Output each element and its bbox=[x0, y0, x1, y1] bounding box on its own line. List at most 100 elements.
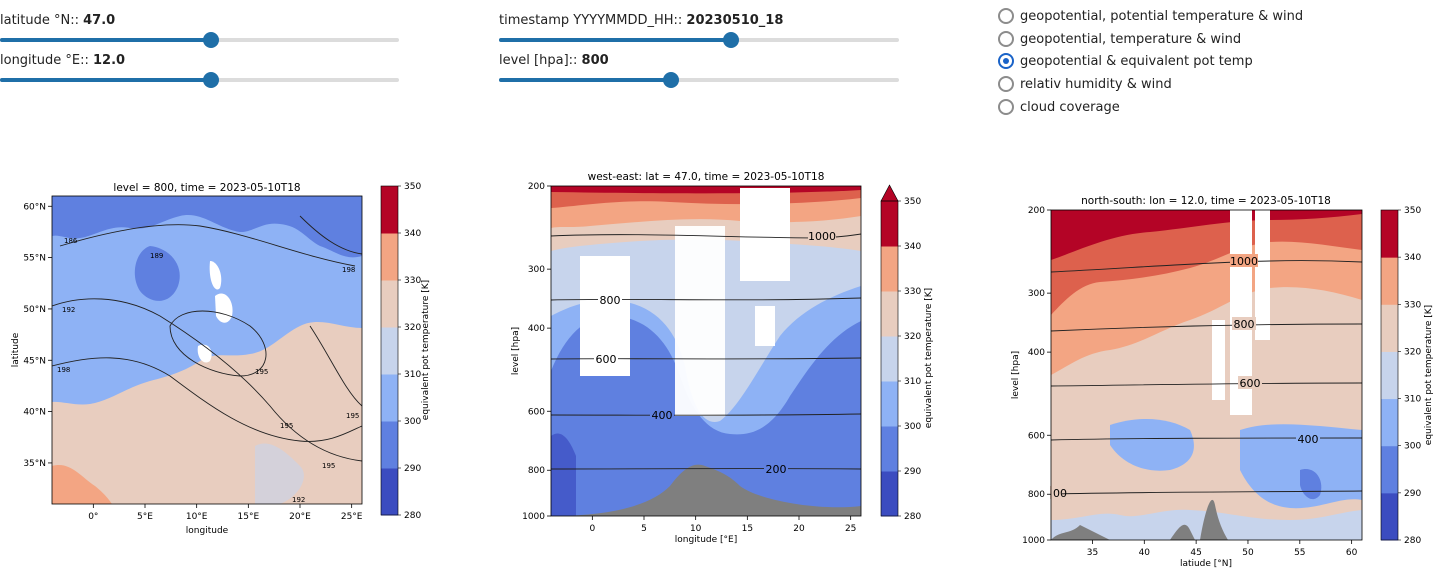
contour-labels: 1000 800 600 400 00 bbox=[1050, 254, 1320, 500]
colorbar-label: equivalent pot temperature [K] bbox=[1424, 305, 1434, 445]
colorbar-tick-label: 340 bbox=[404, 229, 421, 239]
y-tick-label: 1000 bbox=[1022, 536, 1045, 546]
colorbar-tick-label: 320 bbox=[404, 323, 421, 333]
colorbar-tick-label: 280 bbox=[404, 511, 421, 521]
contour-label: 192 bbox=[62, 306, 75, 314]
slider-fill bbox=[499, 78, 671, 82]
y-tick-label: 60°N bbox=[23, 202, 46, 212]
radio-option[interactable]: cloud coverage bbox=[998, 96, 1120, 118]
section-fill bbox=[1051, 210, 1362, 540]
pressure-contours bbox=[1050, 260, 1363, 495]
slider-handle[interactable] bbox=[663, 72, 679, 88]
colorbar-tick-label: 350 bbox=[1404, 206, 1421, 216]
colorbar-segment bbox=[1381, 304, 1398, 352]
radio-option[interactable]: geopotential, temperature & wind bbox=[998, 28, 1241, 50]
colorbar-segment bbox=[381, 186, 398, 234]
slider-track[interactable] bbox=[499, 32, 899, 48]
slider-track[interactable] bbox=[0, 32, 399, 48]
chart-title: level = 800, time = 2023-05-10T18 bbox=[113, 182, 300, 194]
slider-handle[interactable] bbox=[203, 32, 220, 48]
pressure-contours bbox=[550, 233, 862, 470]
colorbar-tick-label: 280 bbox=[1404, 536, 1421, 546]
radio-button[interactable] bbox=[998, 53, 1014, 69]
x-axis-label: latiude [°N] bbox=[1180, 559, 1232, 569]
slider-label: level [hpa]:: 800 bbox=[499, 53, 609, 68]
contour-label: 400 bbox=[1298, 433, 1319, 446]
y-tick-label: 800 bbox=[1028, 490, 1045, 500]
colorbar-segment bbox=[381, 374, 398, 422]
axes-frame bbox=[550, 185, 862, 517]
contour-labels: 1000 800 600 400 200 bbox=[594, 229, 836, 476]
y-tick-label: 40°N bbox=[23, 408, 46, 418]
radio-button[interactable] bbox=[998, 99, 1014, 115]
colorbar-frame bbox=[380, 185, 399, 516]
y-tick-label: 200 bbox=[528, 182, 545, 192]
radio-option[interactable]: geopotential & equivalent pot temp bbox=[998, 50, 1253, 72]
colorbar-segment bbox=[881, 291, 898, 337]
radio-button[interactable] bbox=[998, 31, 1014, 47]
slider-fill bbox=[0, 38, 212, 42]
x-tick-label: 35 bbox=[1087, 548, 1098, 558]
colorbar-segment bbox=[381, 327, 398, 375]
colorbar-frame bbox=[1380, 209, 1399, 541]
colorbar-tick-label: 300 bbox=[404, 417, 421, 427]
colorbar: 280 290 300 310 320 330 340 350 bbox=[880, 184, 921, 522]
contour-label: 195 bbox=[322, 462, 335, 470]
colorbar-tick-label: 350 bbox=[404, 182, 421, 192]
slider-handle[interactable] bbox=[203, 72, 220, 88]
north-south-chart: north-south: lon = 12.0, time = 2023-05-… bbox=[1011, 195, 1434, 569]
x-tick-label: 5°E bbox=[137, 512, 153, 522]
contour-label: 1000 bbox=[1230, 255, 1258, 268]
y-axis-label: level [hpa] bbox=[511, 327, 521, 375]
axes-frame bbox=[51, 195, 363, 505]
y-tick-label: 50°N bbox=[23, 305, 46, 315]
slider-handle[interactable] bbox=[723, 32, 739, 48]
x-tick-label: 50 bbox=[1242, 548, 1254, 558]
radio-label: geopotential & equivalent pot temp bbox=[1020, 53, 1253, 69]
colorbar-segment bbox=[381, 468, 398, 516]
contour-label: 198 bbox=[57, 366, 70, 374]
slider-label: longitude °E:: 12.0 bbox=[0, 53, 126, 68]
y-tick-label: 400 bbox=[1028, 348, 1045, 358]
x-tick-label: 40 bbox=[1139, 548, 1151, 558]
colorbar-tick-label: 330 bbox=[404, 276, 421, 286]
x-tick-label: 10°E bbox=[186, 512, 208, 522]
axes-frame bbox=[1050, 209, 1363, 541]
colorbar-tick-label: 330 bbox=[1404, 300, 1421, 310]
slider-track[interactable] bbox=[0, 72, 399, 88]
radio-option[interactable]: geopotential, potential temperature & wi… bbox=[998, 5, 1303, 27]
contour-label: 195 bbox=[255, 368, 268, 376]
x-tick-label: 0 bbox=[589, 524, 595, 534]
slider-label: timestamp YYYYMMDD_HH:: 20230510_18 bbox=[499, 13, 784, 28]
contour-label: 195 bbox=[346, 412, 359, 420]
y-tick-label: 35°N bbox=[23, 459, 46, 469]
x-tick-label: 15°E bbox=[238, 512, 260, 522]
colorbar-tick-label: 300 bbox=[904, 422, 921, 432]
y-tick-label: 600 bbox=[1028, 431, 1045, 441]
contour-label: 186 bbox=[64, 237, 78, 245]
contour-label: 600 bbox=[596, 353, 617, 366]
colorbar-segment bbox=[881, 246, 898, 292]
y-tick-label: 800 bbox=[528, 466, 545, 476]
colorbar-segment bbox=[1381, 257, 1398, 305]
colorbar-label: equivalent pot temperature [K] bbox=[924, 288, 934, 428]
colorbar-segment bbox=[1381, 210, 1398, 258]
axis-ticks: 0 5 10 15 20 25 200 300 400 600 800 1000 bbox=[522, 182, 856, 534]
slider-track[interactable] bbox=[499, 72, 899, 88]
x-axis-label: longitude [°E] bbox=[675, 535, 737, 545]
radio-button[interactable] bbox=[998, 8, 1014, 24]
y-tick-label: 200 bbox=[1028, 206, 1045, 216]
y-tick-label: 300 bbox=[528, 265, 545, 275]
colorbar-segment bbox=[881, 336, 898, 382]
colorbar-tick-label: 320 bbox=[1404, 347, 1421, 357]
contour-label: 195 bbox=[280, 422, 293, 430]
section-fill bbox=[551, 186, 861, 516]
colorbar-tick-label: 330 bbox=[904, 287, 921, 297]
radio-label: geopotential, potential temperature & wi… bbox=[1020, 8, 1304, 24]
radio-option[interactable]: relativ humidity & wind bbox=[998, 73, 1172, 95]
y-tick-label: 300 bbox=[1028, 289, 1045, 299]
colorbar-tick-label: 350 bbox=[904, 197, 921, 207]
y-axis-label: latitude bbox=[11, 332, 21, 367]
colorbar-segment bbox=[881, 426, 898, 472]
radio-button[interactable] bbox=[998, 76, 1014, 92]
